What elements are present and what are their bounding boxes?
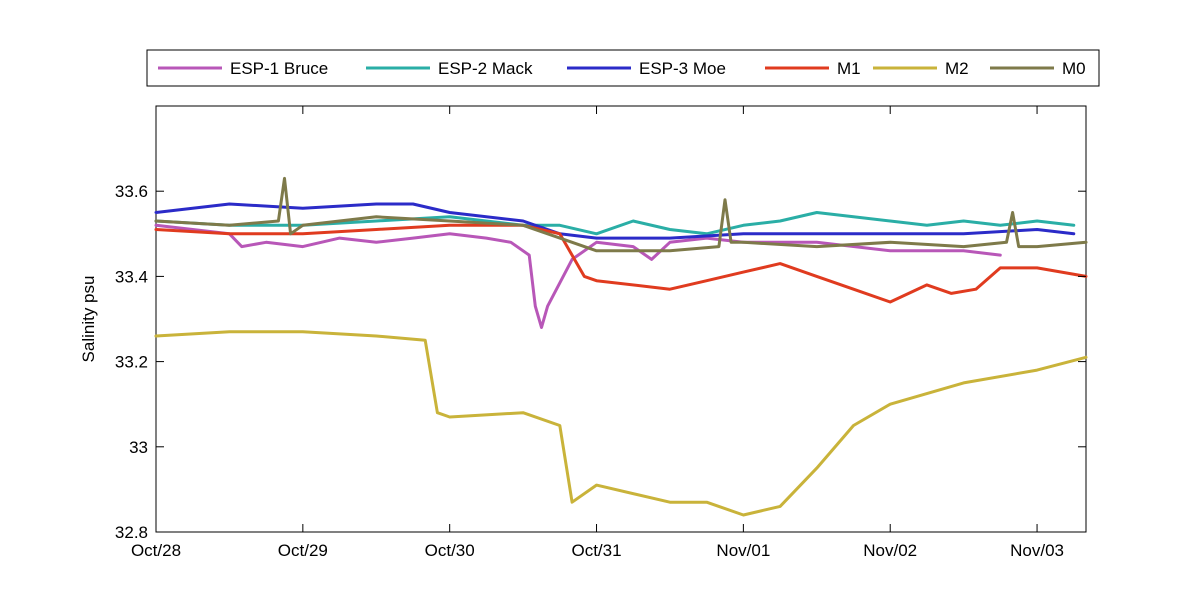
legend-entry: ESP-3 Moe [567, 59, 726, 78]
legend-label: ESP-3 Moe [639, 59, 726, 78]
y-tick-label: 33.2 [115, 353, 148, 372]
x-tick-label: Nov/03 [1010, 541, 1064, 560]
legend-entry: M2 [873, 59, 969, 78]
y-tick-label: 33.6 [115, 182, 148, 201]
x-tick-label: Nov/02 [863, 541, 917, 560]
legend-label: ESP-2 Mack [438, 59, 533, 78]
series-line-m2 [154, 330, 1088, 517]
legend-entry: M1 [765, 59, 861, 78]
series-line-m0 [154, 176, 1088, 253]
x-tick-label: Oct/29 [278, 541, 328, 560]
series-layer [154, 176, 1088, 517]
legend-entry: ESP-2 Mack [366, 59, 533, 78]
legend-label: M0 [1062, 59, 1086, 78]
legend-entry: M0 [990, 59, 1086, 78]
y-tick-label: 33.4 [115, 267, 148, 286]
legend-label: M1 [837, 59, 861, 78]
axes-layer: Oct/28 Oct/29 Oct/30 Oct/31 Nov/01 Nov/02 Nov/… [115, 106, 1086, 560]
legend-label: M2 [945, 59, 969, 78]
legend: ESP-1 Bruce ESP-2 Mack ESP-3 Moe M1 M2 M0 [146, 49, 1100, 87]
x-tick-label: Oct/31 [571, 541, 621, 560]
y-tick-label: 32.8 [115, 523, 148, 542]
x-tick-label: Oct/30 [425, 541, 475, 560]
legend-entry: ESP-1 Bruce [158, 59, 328, 78]
legend-label: ESP-1 Bruce [230, 59, 328, 78]
y-axis-label: Salinity psu [79, 276, 98, 363]
x-tick-label: Nov/01 [716, 541, 770, 560]
series-line-esp-3-moe [154, 202, 1076, 240]
x-tick-label: Oct/28 [131, 541, 181, 560]
series-line-m1 [154, 223, 1088, 304]
y-tick-label: 33 [129, 438, 148, 457]
plot-area [155, 105, 1087, 533]
